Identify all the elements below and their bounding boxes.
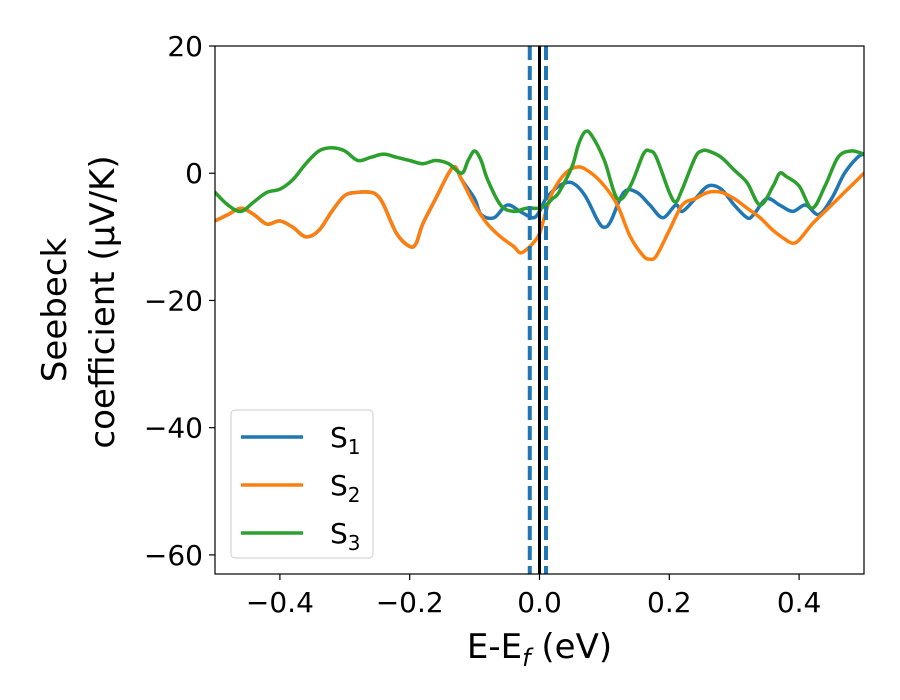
- x-axis-label-unit: (eV): [531, 627, 613, 667]
- series-layer: [215, 129, 864, 262]
- y-tick-label: 0: [185, 157, 203, 190]
- legend-entries: S1 S2 S3: [241, 421, 361, 555]
- x-axis-label: E-Ef (eV): [467, 627, 612, 672]
- x-tick-label: 0.4: [777, 586, 822, 619]
- x-axis-label-main: E-E: [467, 627, 522, 667]
- x-tick-label: 0.2: [647, 586, 692, 619]
- x-axis-ticks: −0.4 −0.2 0.0 0.2 0.4: [246, 574, 821, 619]
- x-tick-label: −0.2: [376, 586, 444, 619]
- y-tick-label: 20: [167, 30, 203, 63]
- series-line-s3: [215, 129, 864, 214]
- legend: S1 S2 S3: [230, 409, 374, 559]
- y-axis-label-line1: Seebeck: [35, 238, 75, 383]
- x-tick-label: 0.0: [517, 586, 562, 619]
- legend-label-s1: S1: [330, 421, 361, 459]
- y-tick-label: −20: [144, 284, 203, 317]
- y-tick-label: −40: [144, 412, 203, 445]
- legend-label-s2: S2: [330, 469, 361, 507]
- series-line-s2: [215, 164, 864, 262]
- y-axis-ticks: 20 0 −20 −40 −60: [144, 30, 215, 572]
- legend-label-s3: S3: [330, 517, 361, 555]
- vline-layer: [527, 46, 548, 574]
- x-tick-label: −0.4: [246, 586, 314, 619]
- y-tick-label: −60: [144, 539, 203, 572]
- y-axis-label-line2: coefficient (μV/K): [83, 155, 123, 448]
